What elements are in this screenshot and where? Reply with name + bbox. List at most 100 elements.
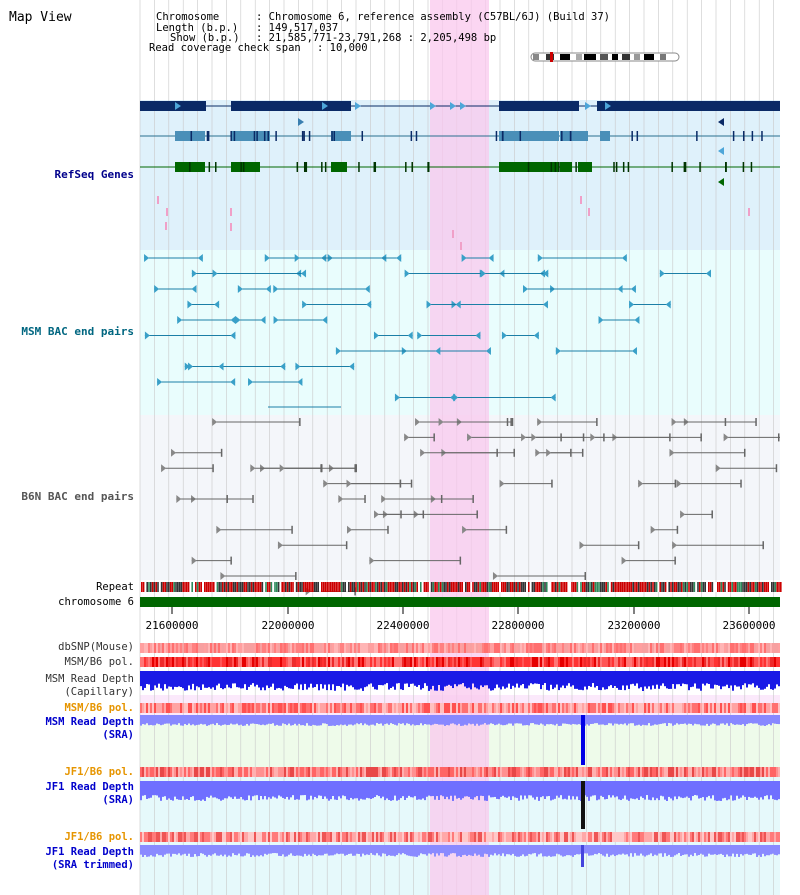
density-cell [682, 832, 684, 842]
depth-bar [764, 671, 766, 689]
repeat-mark [497, 582, 499, 592]
chromosome-bar[interactable] [140, 597, 780, 607]
depth-bar [246, 845, 248, 854]
depth-bar [174, 671, 176, 687]
refseq-genes-track[interactable] [140, 101, 780, 250]
density-cell [608, 703, 610, 713]
density-cell [566, 767, 568, 777]
track-label-msm-depth-cap-1[interactable]: MSM Read Depth [45, 673, 134, 685]
chromosome-ideogram[interactable] [530, 52, 680, 62]
track-label-repeat[interactable]: Repeat [96, 581, 134, 593]
density-cell [762, 643, 764, 653]
repeat-mark [618, 582, 620, 592]
track-label-chromosome[interactable]: chromosome 6 [58, 596, 134, 608]
density-cell [344, 767, 346, 777]
track-label-jf1-b6-pol-2[interactable]: JF1/B6 pol. [64, 831, 134, 843]
depth-bar [380, 671, 382, 686]
density-cell [462, 643, 464, 653]
track-label-jf1-depth-sra-1[interactable]: JF1 Read Depth [45, 781, 134, 793]
density-cell [664, 703, 666, 713]
density-cell [668, 657, 670, 667]
track-label-msm-b6-pol[interactable]: MSM/B6 pol. [64, 656, 134, 668]
depth-bar [716, 781, 718, 801]
gene-exon [742, 162, 745, 172]
depth-bar [712, 715, 714, 724]
density-cell [522, 703, 524, 713]
repeat-mark [576, 582, 579, 592]
msm-bac-track[interactable] [144, 254, 711, 408]
density-cell [184, 832, 186, 842]
density-cell [378, 657, 380, 667]
density-cell [314, 657, 316, 667]
density-cell [592, 703, 594, 713]
density-cell [402, 767, 404, 777]
density-cell [308, 767, 310, 777]
density-cell [348, 767, 350, 777]
track-label-jf1-b6-pol[interactable]: JF1/B6 pol. [64, 766, 134, 778]
depth-bar [710, 845, 712, 855]
density-cell [710, 643, 712, 653]
density-cell [608, 767, 610, 777]
track-label-dbsnp[interactable]: dbSNP(Mouse) [58, 641, 134, 653]
depth-bar [262, 845, 264, 857]
density-cell [558, 643, 560, 653]
depth-bar [282, 781, 284, 798]
track-label-msm-depth-sra-1[interactable]: MSM Read Depth [45, 716, 134, 728]
depth-bar [506, 671, 508, 688]
density-cell [356, 767, 358, 777]
depth-bar [364, 845, 366, 856]
repeat-mark [259, 582, 262, 592]
density-cell [324, 643, 326, 653]
depth-bar [400, 781, 402, 799]
density-cell [262, 832, 264, 842]
density-cell [314, 643, 316, 653]
snp-tracks[interactable] [140, 643, 780, 842]
depth-bar [164, 715, 166, 724]
density-cell [726, 703, 728, 713]
density-cell [246, 703, 248, 713]
bac-end-arrow [467, 433, 473, 442]
density-cell [302, 643, 304, 653]
density-cell [426, 643, 428, 653]
density-cell [584, 657, 586, 667]
b6n-bac-track[interactable] [161, 418, 780, 596]
depth-tracks[interactable] [140, 671, 780, 867]
track-label-b6n-bac[interactable]: B6N BAC end pairs [21, 490, 134, 503]
depth-bar [640, 671, 642, 688]
depth-bar [418, 671, 420, 686]
track-label-msm-b6-pol-2[interactable]: MSM/B6 pol. [64, 702, 134, 714]
depth-bar [764, 781, 766, 797]
density-cell [174, 643, 176, 653]
depth-bar [286, 671, 288, 688]
depth-bar [292, 671, 294, 689]
density-cell [442, 767, 444, 777]
density-cell [242, 657, 244, 667]
density-cell [366, 657, 368, 667]
density-cell [494, 832, 496, 842]
repeat-mark [387, 582, 390, 592]
track-label-refseq[interactable]: RefSeq Genes [54, 168, 134, 181]
depth-bar [748, 715, 750, 724]
density-cell [180, 657, 182, 667]
selected-region-highlight[interactable] [430, 0, 489, 895]
depth-bar [156, 781, 158, 796]
repeat-mark [686, 582, 688, 592]
density-cell [552, 643, 554, 653]
track-label-msm-bac[interactable]: MSM BAC end pairs [21, 325, 134, 338]
density-cell [612, 832, 614, 842]
density-cell [414, 643, 416, 653]
depth-bar [542, 845, 544, 857]
depth-bar [344, 845, 346, 856]
track-label-jf1-depth-trim-1[interactable]: JF1 Read Depth [45, 846, 134, 858]
density-cell [652, 767, 654, 777]
depth-bar [724, 781, 726, 798]
density-cell [372, 832, 374, 842]
density-cell [572, 703, 574, 713]
density-cell [632, 703, 634, 713]
repeat-track[interactable] [141, 582, 782, 592]
depth-bar [424, 715, 426, 724]
depth-bar [546, 671, 548, 690]
bac-end-arrow [426, 300, 432, 309]
gene-mark [588, 208, 590, 216]
density-cell [534, 643, 536, 653]
